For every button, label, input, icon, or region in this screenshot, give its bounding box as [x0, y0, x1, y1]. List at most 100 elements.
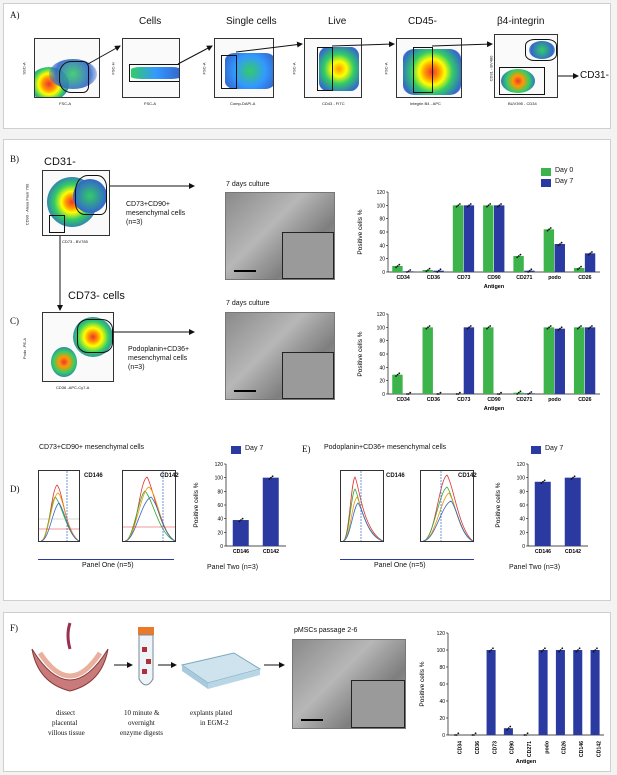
data-point [542, 480, 544, 483]
y-axis-label: Positive cells % [495, 482, 502, 527]
data-point [427, 326, 429, 329]
flow-plot-dapi [214, 38, 274, 98]
panel-bcde: B) CD31- CD73 - BV785 CD90 - Alexa Fluor… [3, 139, 611, 601]
x-tick-label: podo [548, 275, 561, 281]
data-point [437, 269, 440, 272]
flow-plot-cd31 [494, 34, 558, 98]
x-tick-label: CD90 [510, 741, 516, 754]
x-tick-label: CD36 [427, 397, 440, 403]
c-population-2: mesenchymal cells [128, 355, 188, 362]
x-axis-label: Antigen [484, 406, 505, 412]
data-point [407, 393, 410, 395]
y-tick-label: 80 [379, 339, 385, 345]
x-axis-label: Antigen [484, 284, 505, 290]
well-plate-icon [180, 652, 262, 689]
gate-title-b4: β4-integrin [497, 16, 545, 27]
data-point [578, 267, 581, 269]
hist-d-cd142-title: CD142 [160, 473, 179, 479]
x-tick-label: CD142 [565, 549, 581, 555]
x-tick-label: CD146 [579, 741, 585, 757]
data-point [425, 270, 428, 273]
data-point [572, 476, 574, 479]
e-legend-label: Day 7 [545, 445, 564, 452]
y-tick-label: 40 [379, 243, 385, 249]
c-plot-xlabel: CD36 -APC-Cy7-A [56, 385, 90, 390]
y-tick-label: 40 [439, 699, 445, 705]
panel-c-label: C) [10, 316, 19, 326]
b-micrograph [225, 192, 335, 280]
data-point [559, 327, 561, 330]
step1-line1: dissect [56, 709, 76, 717]
y-tick-label: 80 [439, 665, 445, 671]
data-point [575, 650, 578, 653]
bar [483, 327, 494, 394]
b-plot-xlabel: CD73 - BV785 [62, 239, 88, 244]
data-point [516, 393, 519, 395]
panel-d-label: D) [10, 484, 20, 494]
data-point [507, 727, 510, 730]
data-point [490, 649, 493, 651]
data-point [591, 325, 593, 327]
bar [534, 481, 551, 546]
data-point [587, 253, 590, 256]
y-tick-label: 20 [439, 716, 445, 722]
data-point [523, 734, 526, 736]
data-point [576, 268, 579, 271]
y-tick-label: 0 [522, 544, 525, 550]
data-point [596, 647, 598, 650]
bar [590, 650, 600, 735]
step3-line1: explants plated [190, 709, 233, 717]
x-tick-label: CD36 [427, 275, 440, 281]
gate-title-cd45: CD45- [408, 16, 437, 27]
flow-plot-cd43 [304, 38, 362, 98]
data-point [468, 326, 471, 329]
panel-a-label: A) [10, 10, 20, 20]
x-tick-label: CD36 [475, 741, 481, 754]
legend-day0-label: Day 0 [555, 167, 574, 174]
data-point [406, 271, 408, 273]
step2-line1: 10 minute & [124, 709, 160, 717]
panel-a: A) Cells Single cells Live CD45- β4-inte… [3, 3, 611, 129]
bar [555, 650, 565, 735]
data-point [589, 326, 592, 329]
bar [392, 266, 403, 272]
step1-line2: placental [52, 719, 78, 727]
flow-plot-integrin [396, 38, 462, 98]
legend-day7-swatch [541, 179, 551, 187]
data-point [570, 478, 573, 480]
data-point [528, 392, 531, 395]
bar-chart-b: 0 20 40 60 80 100 120 CD34 CD36 CD73 CD90 CD271 podo… [357, 190, 600, 290]
data-point [506, 729, 508, 731]
bar [573, 268, 585, 272]
flow-plot-cd36-podo [42, 312, 114, 382]
data-point [542, 649, 545, 651]
x-tick-label: CD271 [527, 741, 533, 757]
y-tick-label: 40 [519, 517, 525, 523]
data-point [454, 734, 456, 736]
x-tick-label: CD34 [397, 397, 410, 403]
d-panel-one-line [38, 559, 174, 560]
plot1-xlabel: FSC-A [59, 101, 71, 106]
data-point [580, 265, 582, 268]
bar [494, 205, 505, 272]
bar [538, 650, 548, 735]
data-point [546, 327, 549, 330]
data-point [519, 390, 522, 393]
data-point [527, 271, 530, 273]
hist-d-cd146 [38, 470, 80, 542]
data-point [398, 372, 401, 375]
plot4-xlabel: CD43 - FITC [322, 101, 345, 106]
data-point [396, 265, 399, 267]
end-label-cd31: CD31- [580, 70, 609, 81]
data-point [525, 734, 527, 736]
data-point [238, 520, 241, 523]
y-tick-label: 120 [377, 312, 386, 318]
y-tick-label: 60 [519, 503, 525, 509]
data-point [395, 375, 397, 377]
data-point [492, 647, 494, 650]
data-point [428, 267, 431, 270]
flow-plot-fsc-ssc [34, 38, 100, 98]
data-point [544, 647, 546, 650]
y-tick-label: 40 [217, 517, 223, 523]
x-tick-label: CD90 [487, 275, 500, 281]
